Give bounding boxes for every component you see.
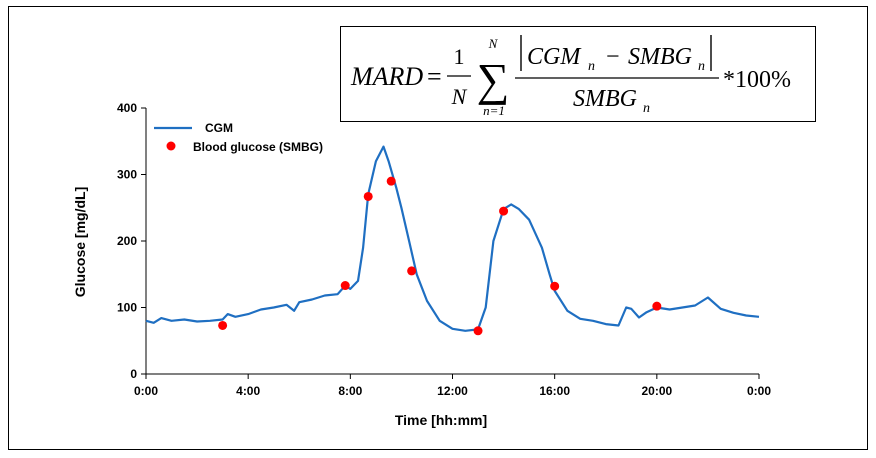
smbg-point — [550, 281, 560, 291]
mard-formula-box: MARD = 1 N N ∑ n=1 CGM n − SMBG n SMBG n… — [340, 26, 816, 122]
y-tick-label: 200 — [117, 234, 137, 248]
cgm-line — [145, 145, 760, 332]
cgm-series — [145, 145, 760, 332]
x-tick-label: 16:00 — [539, 384, 570, 398]
formula-one: 1 — [454, 44, 465, 69]
smbg-point — [407, 266, 417, 276]
legend-smbg-swatch — [166, 141, 176, 151]
formula-sum-bottom: n=1 — [483, 103, 505, 118]
smbg-point — [363, 191, 373, 201]
formula-num-b: SMBG — [628, 44, 692, 70]
y-tick-label: 100 — [117, 301, 137, 315]
formula-times: *100% — [723, 67, 791, 93]
formula-n: N — [451, 84, 468, 109]
x-tick-label: 12:00 — [437, 384, 468, 398]
y-tick-label: 400 — [117, 101, 137, 115]
smbg-point — [340, 281, 350, 291]
formula-den-sub: n — [643, 101, 650, 116]
smbg-point — [473, 326, 483, 336]
formula-minus: − — [606, 44, 620, 70]
legend-cgm-label: CGM — [205, 121, 233, 135]
x-axis-title: Time [hh:mm] — [395, 412, 487, 428]
formula-num-b-sub: n — [698, 59, 705, 74]
formula-sigma: ∑ — [477, 54, 510, 105]
x-tick-label: 0:00 — [134, 384, 158, 398]
smbg-point — [499, 206, 509, 216]
x-tick-label: 20:00 — [641, 384, 672, 398]
y-axis-title: Glucose [mg/dL] — [72, 187, 88, 297]
formula-equals: = — [427, 62, 442, 91]
axes: 0 100 200 300 400 0:00 4:00 8:00 12:00 16:00 20:00… — [117, 101, 771, 398]
legend: CGM Blood glucose (SMBG) — [154, 121, 323, 154]
x-tick-label: 0:00 — [747, 384, 771, 398]
smbg-series — [218, 176, 662, 336]
formula-num-a: CGM — [527, 44, 582, 70]
smbg-point — [652, 301, 662, 311]
smbg-point — [386, 176, 396, 186]
legend-smbg-label: Blood glucose (SMBG) — [193, 140, 323, 154]
formula-num-a-sub: n — [588, 59, 595, 74]
x-tick-label: 8:00 — [338, 384, 362, 398]
formula-den: SMBG — [573, 86, 637, 112]
formula-sum-top: N — [488, 36, 499, 51]
formula-lhs: MARD — [350, 62, 423, 91]
mard-formula: MARD = 1 N N ∑ n=1 CGM n − SMBG n SMBG n… — [350, 35, 791, 118]
y-tick-label: 0 — [130, 367, 137, 381]
x-tick-label: 4:00 — [236, 384, 260, 398]
smbg-point — [218, 320, 228, 330]
y-tick-label: 300 — [117, 168, 137, 182]
